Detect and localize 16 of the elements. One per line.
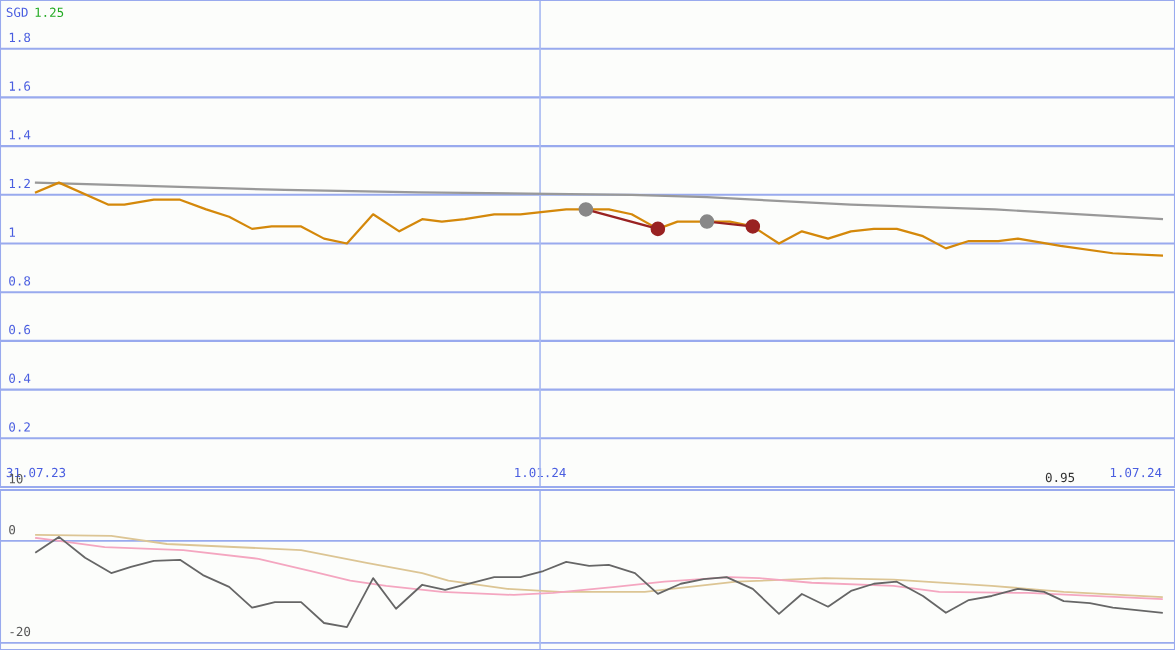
annotation: 1.25 [35, 7, 64, 18]
y-axis-title: SGD [6, 7, 28, 18]
x-tick-label: 1.01.24 [515, 467, 566, 478]
y-tick-label: 1.4 [9, 130, 31, 140]
y-tick-label: 0.6 [9, 324, 31, 335]
y-tick-label: 0.2 [9, 422, 30, 432]
y-tick-label: 1.2 [9, 178, 30, 189]
y-tick-label: 1.8 [9, 32, 31, 43]
y-tick-label: 0 [9, 524, 16, 535]
x-tick-label: 1.07.24 [1110, 467, 1162, 478]
y-tick-label: 1.6 [9, 81, 31, 91]
y-tick-label: 1 [9, 227, 16, 237]
y-tick-label: 0.8 [9, 276, 31, 286]
annotation: 0.95 [1045, 472, 1075, 483]
y-tick-label: -20 [10, 626, 31, 637]
y-tick-label: 0.4 [9, 373, 31, 384]
